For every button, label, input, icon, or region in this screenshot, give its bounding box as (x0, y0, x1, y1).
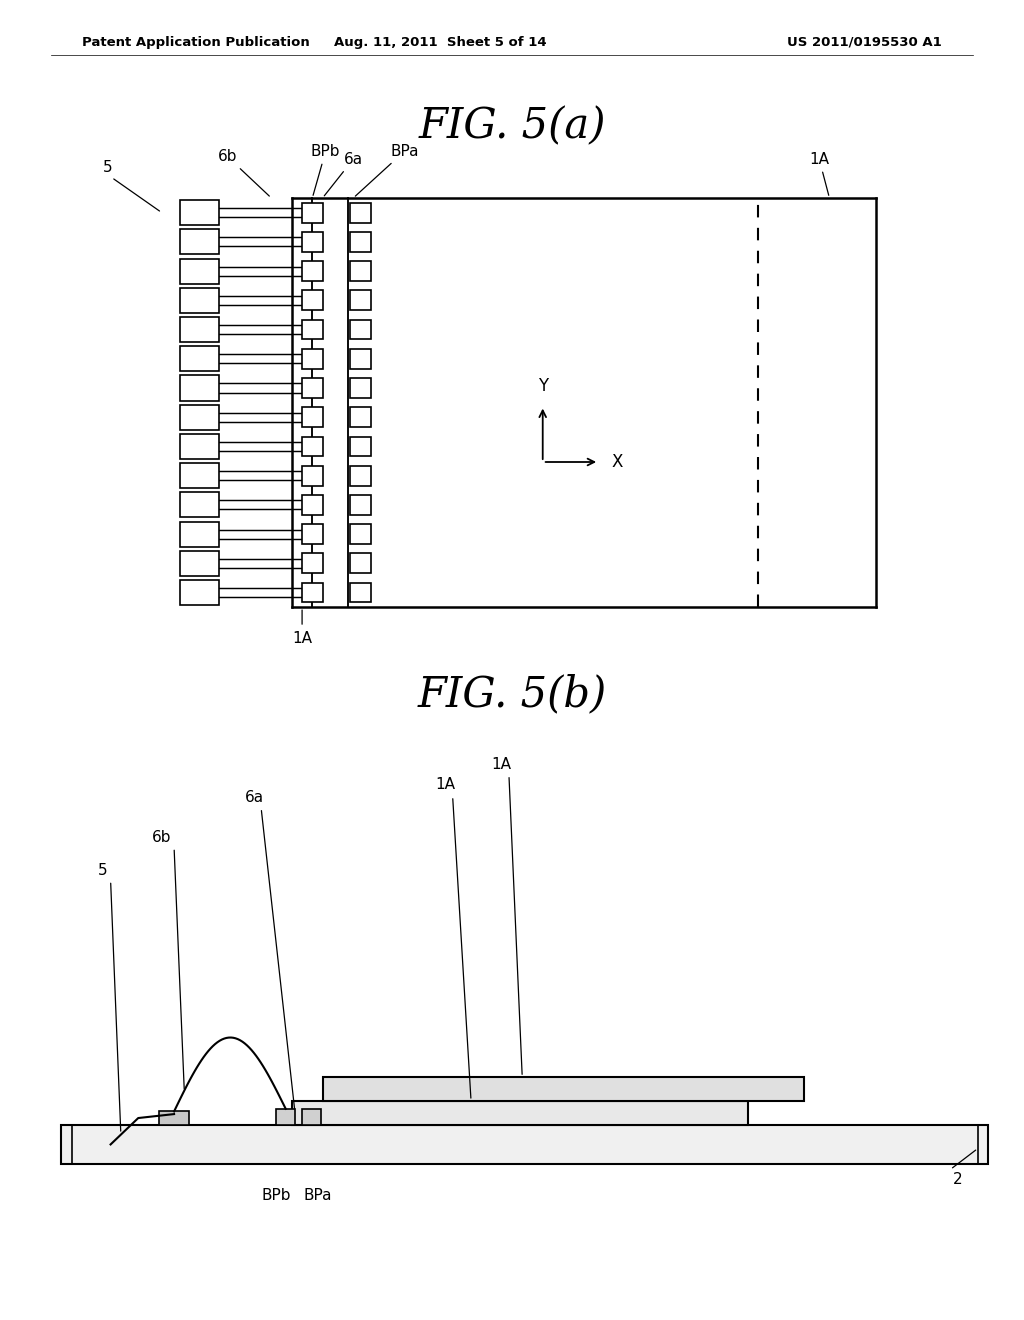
Bar (180, 463, 219, 488)
Bar (350, 553, 371, 573)
Bar (180, 375, 219, 400)
Bar (61, 1125, 988, 1164)
Bar (302, 378, 323, 397)
Bar (302, 319, 323, 339)
Text: 1A: 1A (435, 777, 456, 792)
Text: BPa: BPa (303, 1188, 332, 1203)
Bar (350, 582, 371, 602)
Bar (323, 1077, 804, 1101)
Text: Y: Y (538, 378, 548, 395)
Text: Aug. 11, 2011  Sheet 5 of 14: Aug. 11, 2011 Sheet 5 of 14 (334, 36, 547, 49)
Bar (350, 290, 371, 310)
Bar (180, 288, 219, 313)
Text: 5: 5 (102, 160, 160, 211)
Bar (350, 524, 371, 544)
Bar (302, 1109, 321, 1125)
Bar (350, 495, 371, 515)
Text: 6a: 6a (245, 791, 263, 805)
Bar (302, 524, 323, 544)
Bar (302, 261, 323, 281)
Bar (350, 261, 371, 281)
Bar (302, 437, 323, 457)
Text: 1A: 1A (292, 631, 312, 645)
Bar (350, 408, 371, 428)
Bar (180, 346, 219, 371)
Text: 6b: 6b (152, 830, 172, 845)
Bar (302, 466, 323, 486)
Bar (180, 317, 219, 342)
Bar (350, 378, 371, 397)
Bar (350, 437, 371, 457)
Bar (302, 582, 323, 602)
Bar (292, 1101, 748, 1125)
Bar (180, 259, 219, 284)
Bar (302, 203, 323, 223)
Text: BPb: BPb (262, 1188, 291, 1203)
Bar (350, 319, 371, 339)
Text: FIG. 5(b): FIG. 5(b) (418, 673, 606, 715)
Text: BPb: BPb (311, 144, 340, 195)
Bar (180, 521, 219, 546)
Bar (302, 408, 323, 428)
Bar (276, 1109, 295, 1125)
Bar (350, 348, 371, 368)
Bar (180, 230, 219, 255)
Bar (302, 290, 323, 310)
Bar (159, 1111, 189, 1125)
Text: FIG. 5(a): FIG. 5(a) (418, 106, 606, 148)
Bar (180, 550, 219, 576)
Bar (302, 348, 323, 368)
Text: 2: 2 (952, 1172, 963, 1187)
Text: US 2011/0195530 A1: US 2011/0195530 A1 (787, 36, 942, 49)
Text: 1A: 1A (809, 152, 829, 195)
Bar (350, 203, 371, 223)
Text: X: X (611, 453, 623, 471)
Text: 5: 5 (97, 863, 108, 878)
Text: 6a: 6a (325, 152, 362, 195)
Bar (180, 492, 219, 517)
Text: 6b: 6b (217, 149, 269, 197)
Text: 1A: 1A (492, 758, 512, 772)
Text: Patent Application Publication: Patent Application Publication (82, 36, 309, 49)
Bar (180, 579, 219, 605)
Bar (302, 495, 323, 515)
Text: BPa: BPa (355, 144, 419, 197)
Bar (180, 405, 219, 430)
Bar (302, 553, 323, 573)
Bar (180, 201, 219, 226)
Bar (302, 232, 323, 252)
Bar (180, 434, 219, 459)
Bar (350, 466, 371, 486)
Bar (350, 232, 371, 252)
